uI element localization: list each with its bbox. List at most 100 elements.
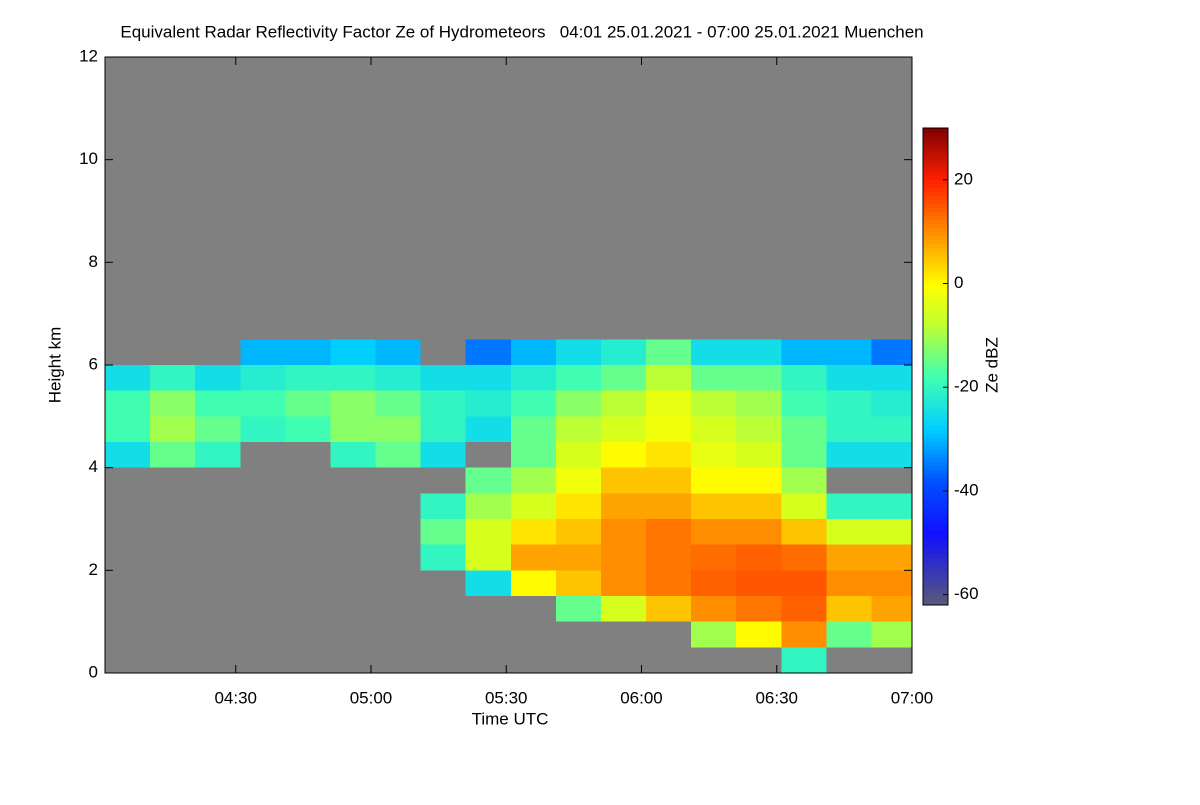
colorbar-slice (923, 386, 948, 391)
heatmap-cell (736, 416, 782, 442)
heatmap-cell (600, 544, 647, 571)
colorbar-slice (923, 223, 948, 228)
heatmap-cell (195, 365, 241, 391)
heatmap-cell (330, 339, 376, 365)
heatmap-cell (600, 442, 647, 468)
colorbar-slice (923, 175, 948, 181)
colorbar-slice (923, 239, 948, 244)
heatmap-cell (781, 519, 827, 545)
colorbar-slice (923, 211, 948, 216)
colorbar-slice (923, 215, 948, 220)
heatmap-cell (826, 339, 872, 365)
heatmap-cell (736, 596, 782, 622)
heatmap-cell (871, 544, 912, 571)
colorbar-slice (923, 402, 948, 407)
heatmap-cell (105, 365, 151, 391)
heatmap-cell (646, 467, 692, 494)
colorbar-slice (923, 378, 948, 383)
colorbar-slice (923, 561, 948, 566)
y-tick-label: 6 (89, 354, 98, 373)
colorbar-slice (923, 279, 948, 284)
heatmap-cell (510, 365, 556, 391)
colorbar-slice (923, 410, 948, 415)
colorbar-slice (923, 565, 948, 570)
heatmap-cell (736, 544, 782, 571)
colorbar-slice (923, 275, 948, 280)
heatmap-cell (510, 493, 556, 519)
colorbar-slice (923, 569, 948, 574)
heatmap-cell (420, 544, 466, 571)
colorbar-slice (923, 521, 948, 526)
colorbar-slice (923, 203, 948, 208)
heatmap-cell (736, 442, 782, 468)
colorbar-slice (923, 573, 948, 578)
heatmap-cell (691, 544, 737, 571)
heatmap-cell (781, 647, 827, 673)
colorbar-slice (923, 247, 948, 252)
heatmap-cell (600, 365, 647, 391)
heatmap-cell (691, 416, 737, 442)
heatmap-cell (240, 390, 286, 417)
heatmap-cell (375, 365, 421, 391)
heatmap-cell (646, 596, 692, 622)
colorbar-slice (923, 549, 948, 554)
colorbar-slice (923, 557, 948, 562)
colorbar-slice (923, 418, 948, 423)
heatmap-cell (646, 390, 692, 417)
colorbar-tick-label: 0 (954, 273, 963, 292)
y-tick-label: 12 (79, 46, 98, 65)
heatmap-cell (600, 493, 647, 519)
heatmap-cell (150, 390, 196, 417)
heatmap-cell (240, 416, 286, 442)
heatmap-cell (195, 390, 241, 417)
heatmap-cell (691, 493, 737, 519)
heatmap-cell (375, 416, 421, 442)
heatmap-cell (871, 365, 912, 391)
heatmap-cell (691, 390, 737, 417)
colorbar-slice (923, 314, 948, 320)
heatmap-cell (420, 390, 466, 417)
colorbar-slice (923, 481, 948, 487)
heatmap-cell (826, 570, 872, 596)
heatmap-cell (736, 467, 782, 494)
heatmap-cell (871, 390, 912, 417)
heatmap-cell (646, 519, 692, 545)
colorbar-slice (923, 529, 948, 534)
colorbar-slice (923, 449, 948, 455)
heatmap-cell (285, 339, 331, 365)
colorbar-slice (923, 390, 948, 395)
colorbar-slice (923, 446, 948, 451)
heatmap-cell (871, 570, 912, 596)
colorbar-slice (923, 469, 948, 475)
y-axis-label: Height km (45, 327, 64, 404)
heatmap-cell (826, 416, 872, 442)
heatmap-cell (330, 416, 376, 442)
heatmap-cell (781, 365, 827, 391)
colorbar-slice (923, 310, 948, 316)
colorbar-slice (923, 493, 948, 499)
heatmap-cell (465, 390, 511, 417)
heatmap-cell (555, 570, 601, 596)
heatmap-cell (691, 467, 737, 494)
heatmap-cell (510, 467, 556, 494)
colorbar-slice (923, 128, 948, 133)
colorbar-slice (923, 465, 948, 471)
heatmap-cell (871, 596, 912, 622)
heatmap-cell (826, 544, 872, 571)
y-tick-label: 0 (89, 662, 98, 681)
heatmap-cell (691, 570, 737, 596)
colorbar-slice (923, 394, 948, 399)
colorbar-tick-label: -20 (954, 377, 979, 396)
colorbar-slice (923, 155, 948, 161)
heatmap-cell (600, 416, 647, 442)
colorbar-slice (923, 131, 948, 137)
x-tick-label: 05:30 (485, 688, 528, 707)
heatmap-cell (465, 493, 511, 519)
colorbar-slice (923, 589, 948, 594)
colorbar-slice (923, 533, 948, 538)
x-axis-label: Time UTC (472, 709, 549, 728)
colorbar-slice (923, 135, 948, 141)
heatmap-cell (646, 570, 692, 596)
heatmap-cell (781, 339, 827, 365)
colorbar-slice (923, 306, 948, 312)
